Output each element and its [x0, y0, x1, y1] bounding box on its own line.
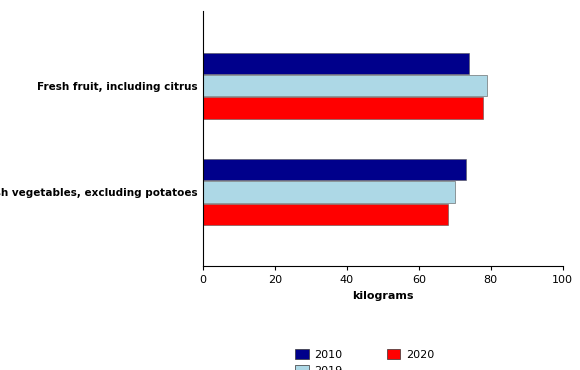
Bar	[203, 181, 455, 202]
Bar	[203, 53, 469, 74]
Bar	[203, 204, 448, 225]
X-axis label: kilograms: kilograms	[352, 291, 414, 301]
Legend: 2010, 2019, 2020: 2010, 2019, 2020	[295, 349, 434, 370]
Bar	[203, 97, 484, 118]
Bar	[203, 75, 487, 96]
Bar	[203, 159, 466, 180]
